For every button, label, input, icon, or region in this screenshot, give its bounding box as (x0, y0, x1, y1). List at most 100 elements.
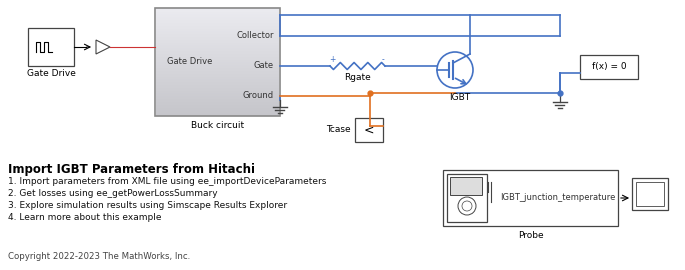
Bar (156, 35, 279, 36)
Bar (156, 84, 279, 85)
Circle shape (458, 197, 476, 215)
Bar (156, 32, 279, 33)
Bar (447, 174, 487, 222)
Bar (156, 28, 279, 29)
Bar (156, 77, 279, 78)
Text: 4. Learn more about this example: 4. Learn more about this example (8, 213, 162, 222)
Bar (156, 80, 279, 81)
Text: +: + (329, 56, 335, 65)
Bar (156, 11, 279, 12)
Bar (156, 47, 279, 48)
Bar (156, 49, 279, 50)
Bar (450, 177, 482, 195)
Bar (156, 98, 279, 99)
Bar (156, 107, 279, 108)
Bar (156, 56, 279, 57)
Bar (156, 54, 279, 55)
Bar (156, 92, 279, 93)
Text: Gate Drive: Gate Drive (27, 69, 75, 79)
Bar (156, 60, 279, 61)
Bar (156, 45, 279, 46)
Bar (156, 52, 279, 53)
Text: Probe: Probe (518, 231, 543, 239)
Bar (156, 33, 279, 34)
Bar (156, 12, 279, 13)
Text: Gate Drive: Gate Drive (167, 58, 212, 66)
Bar (156, 100, 279, 101)
Bar (156, 19, 279, 20)
Bar (156, 108, 279, 109)
Bar (156, 8, 279, 9)
Bar (156, 59, 279, 60)
Bar (156, 10, 279, 11)
Bar (156, 36, 279, 37)
Text: 3. Explore simulation results using Simscape Results Explorer: 3. Explore simulation results using Sims… (8, 201, 287, 210)
Circle shape (437, 52, 473, 88)
Bar (156, 66, 279, 67)
Bar (156, 39, 279, 40)
Bar (156, 9, 279, 10)
Bar (156, 20, 279, 21)
Bar (156, 113, 279, 114)
Bar (156, 83, 279, 84)
Bar (156, 38, 279, 39)
Bar (156, 111, 279, 112)
Bar (156, 88, 279, 89)
Bar (156, 29, 279, 30)
Bar (156, 74, 279, 75)
Bar (156, 78, 279, 79)
Bar (156, 46, 279, 47)
Bar (156, 31, 279, 32)
Bar (156, 68, 279, 69)
Bar (155, 8, 280, 116)
Bar (156, 15, 279, 16)
Text: IGBT: IGBT (449, 93, 471, 103)
Bar (156, 106, 279, 107)
Bar (156, 26, 279, 27)
Bar (156, 95, 279, 96)
Bar (156, 86, 279, 87)
Bar (156, 79, 279, 80)
Bar (156, 70, 279, 71)
Bar (156, 43, 279, 44)
Bar (156, 25, 279, 26)
Bar (156, 103, 279, 104)
Bar (156, 85, 279, 86)
Bar (636, 182, 664, 206)
Bar (156, 51, 279, 52)
Bar (156, 42, 279, 43)
Bar (156, 30, 279, 31)
Bar (156, 89, 279, 90)
Bar (156, 93, 279, 94)
Bar (156, 96, 279, 97)
Bar (156, 57, 279, 58)
Bar (156, 97, 279, 98)
Bar (156, 41, 279, 42)
Bar (156, 69, 279, 70)
Text: Tcase: Tcase (326, 126, 351, 134)
Bar (156, 14, 279, 15)
Text: <: < (364, 123, 374, 137)
Text: Buck circuit: Buck circuit (191, 120, 244, 130)
Bar (443, 170, 618, 226)
Bar (156, 13, 279, 14)
Circle shape (462, 201, 472, 211)
Bar (156, 61, 279, 62)
Bar (580, 55, 638, 79)
Bar (156, 23, 279, 24)
Bar (156, 94, 279, 95)
Text: Import IGBT Parameters from Hitachi: Import IGBT Parameters from Hitachi (8, 163, 255, 176)
Bar (156, 63, 279, 64)
Bar (156, 75, 279, 76)
Bar (156, 21, 279, 22)
Bar (156, 17, 279, 18)
Bar (156, 58, 279, 59)
Bar (156, 87, 279, 88)
Bar (156, 82, 279, 83)
Bar (156, 99, 279, 100)
Bar (632, 178, 668, 210)
Text: f(x) = 0: f(x) = 0 (592, 62, 626, 72)
Bar (156, 73, 279, 74)
Bar (156, 55, 279, 56)
Bar (156, 40, 279, 41)
